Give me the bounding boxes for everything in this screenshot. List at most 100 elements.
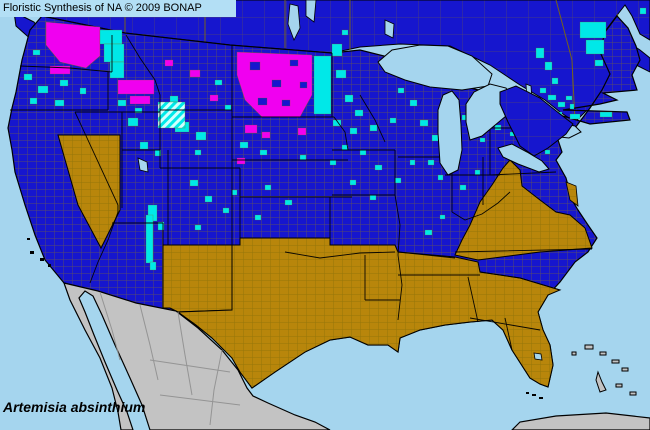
magenta-county-patch [236,157,246,165]
cyan-county-patch [332,119,342,127]
lake-winnipeg-group [287,0,395,41]
cyan-county-patch [23,73,33,81]
cyan-county-patch [54,99,65,107]
southern-gold-band [176,237,562,389]
cyan-county-patch [194,224,202,231]
channel-islands [27,238,51,267]
navy-county-speck [257,97,268,106]
magenta-noxious-patches [45,21,313,165]
lake-erie [497,143,550,173]
lake-superior [377,44,493,91]
cyan-county-patch [214,79,223,86]
cyan-county-patch [284,199,293,206]
ontario-peninsula [499,85,574,157]
navy-county-speck [271,79,282,88]
state-borders [10,34,593,351]
cyan-county-patch [565,95,573,101]
navy-county-speck [299,81,308,89]
delmarva-tip-gold [565,181,579,207]
cyan-county-patch [204,195,213,203]
cyan-county-patch [599,111,613,118]
cyan-county-patch [369,124,378,132]
cyan-county-patch [539,87,547,94]
cyan-county-patch [427,159,435,166]
cyan-county-patch [579,21,607,39]
mexico-state-borders [99,291,241,426]
cyan-county-patch [335,69,347,79]
cyan-county-patch [264,184,272,191]
cyan-county-patch [569,103,575,110]
magenta-county-patch [244,124,258,134]
great-salt-lake [137,157,149,173]
magenta-county-patch [164,59,174,67]
cyan-county-patch [169,95,179,103]
cyan-county-patch [544,149,551,155]
cyan-county-patch [157,221,165,231]
cyan-county-patch [374,164,383,171]
cyan-county-patch [544,61,553,71]
lake-michigan [437,90,463,176]
cyan-county-patch [354,109,364,117]
state-new-mexico [162,244,233,313]
cyan-county-patch [109,61,125,79]
magenta-county-patch [261,131,271,139]
title-bar: Floristic Synthesis of NA © 2009 BONAP [0,0,236,17]
cyan-county-patch [349,179,357,186]
cyan-county-patch [32,49,41,56]
navy-county-speck [289,59,299,67]
cyan-county-patch [557,101,566,108]
cyan-county-patch [299,154,307,161]
magenta-county-patch [209,94,219,102]
region-mexico [63,282,331,430]
cyan-county-patch [474,169,481,176]
cyan-county-patch [479,137,486,143]
cyan-county-patch [569,113,581,120]
navy-county-speck [281,99,291,107]
cyan-county-patch [231,189,238,196]
yellowstone-hatch [157,101,186,129]
magenta-county-patch [297,127,307,136]
magenta-county-patch [189,69,201,78]
cyan-county-patch [222,207,230,214]
cyan-county-patch [99,29,123,45]
cyan-county-patch [145,214,154,264]
cyan-county-patch [409,159,416,166]
cyan-county-patch [344,94,354,103]
cyan-county-patch [341,29,349,36]
cyan-county-patch [535,47,545,59]
magenta-county-patch [49,65,71,75]
state-nevada [57,134,121,250]
cyan-county-patch [551,77,559,85]
cyan-county-patch [389,117,397,124]
mexico-land [63,282,331,430]
navy-county-speck [249,61,261,71]
cyan-county-patch [254,214,262,221]
cyan-county-patch [127,117,139,127]
cyan-county-patch [437,174,444,181]
cyan-county-patch [239,141,249,149]
washington-magenta [45,21,101,69]
cyan-county-patch [194,149,202,156]
cyan-county-patch [594,59,604,67]
cyan-county-patch [149,261,157,271]
cyan-county-patch [259,149,268,156]
gold-absent-regions [57,134,593,389]
cyan-county-patch [139,141,149,150]
magenta-county-patch [117,79,155,95]
map-title: Floristic Synthesis of NA © 2009 BONAP [3,2,202,14]
cyan-county-patch [639,7,647,15]
cyan-county-patch [547,94,557,101]
cyan-county-patch [331,43,343,57]
cyan-county-patch [37,85,49,94]
cyan-county-patch [349,127,358,135]
species-label: Artemisia absinthium [3,399,146,415]
cyan-county-patch [494,124,502,131]
florida-keys [526,392,543,399]
lake-okeechobee [533,352,543,361]
cyan-county-patch [585,39,605,55]
cyan-county-patch [394,177,402,184]
cyan-county-patch [59,79,69,87]
islands [27,238,650,430]
cyan-county-patch [369,194,377,201]
